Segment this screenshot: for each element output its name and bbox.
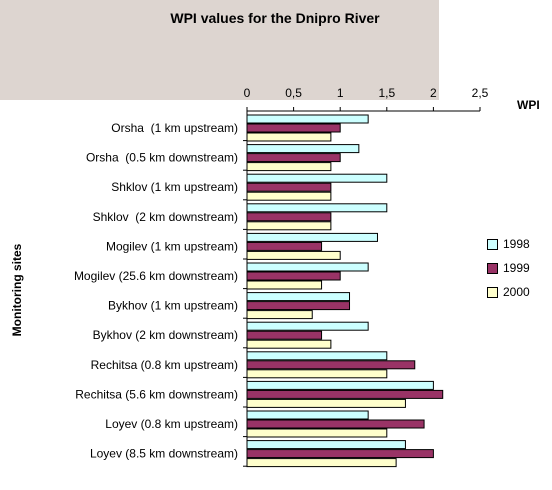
y-axis-title: Monitoring sites bbox=[10, 243, 24, 336]
bar-2000 bbox=[246, 310, 313, 320]
bar-1999 bbox=[246, 449, 434, 459]
legend-swatch-2000 bbox=[487, 286, 498, 298]
legend-swatch-1998 bbox=[487, 238, 498, 250]
legend-item-1998: 1998 bbox=[487, 232, 547, 256]
bar-2000 bbox=[246, 221, 332, 231]
legend-swatch-1999 bbox=[487, 262, 498, 274]
x-tick-label: 2,5 bbox=[472, 86, 489, 100]
bar-1998 bbox=[246, 232, 378, 242]
bar-1999 bbox=[246, 182, 332, 192]
bar-1998 bbox=[246, 262, 369, 272]
x-axis-title: WPI bbox=[517, 98, 540, 112]
bar-2000 bbox=[246, 398, 406, 408]
x-tick-label: 0,5 bbox=[285, 86, 302, 100]
category-label: Loyev (0.8 km upstream) bbox=[105, 417, 238, 431]
legend-label-1999: 1999 bbox=[503, 261, 530, 275]
bar-2000 bbox=[246, 280, 323, 290]
x-tick-label: 2 bbox=[430, 86, 437, 100]
bar-1999 bbox=[246, 271, 341, 281]
bars bbox=[246, 114, 444, 468]
bar-1999 bbox=[246, 389, 444, 399]
category-label: Rechitsa (0.8 km upstream) bbox=[91, 358, 238, 372]
bar-1998 bbox=[246, 173, 388, 183]
bar-1999 bbox=[246, 153, 341, 163]
bar-1998 bbox=[246, 292, 351, 302]
bar-1999 bbox=[246, 241, 323, 251]
legend-item-1999: 1999 bbox=[487, 256, 547, 280]
category-label: Bykhov (2 km downstream) bbox=[93, 328, 238, 342]
category-label: Shklov (2 km downstream) bbox=[93, 210, 238, 224]
bar-1998 bbox=[246, 351, 388, 361]
category-label: Orsha (0.5 km downstream) bbox=[86, 151, 238, 165]
bar-1999 bbox=[246, 360, 416, 370]
bar-2000 bbox=[246, 162, 332, 172]
chart-title: WPI values for the Dnipro River bbox=[170, 10, 380, 26]
bar-1999 bbox=[246, 330, 323, 340]
legend-item-2000: 2000 bbox=[487, 280, 547, 304]
bar-1999 bbox=[246, 123, 341, 133]
category-label: Orsha (1 km upstream) bbox=[111, 121, 238, 135]
legend-label-2000: 2000 bbox=[503, 285, 530, 299]
bar-1999 bbox=[246, 212, 332, 222]
bar-2000 bbox=[246, 458, 397, 468]
bar-2000 bbox=[246, 191, 332, 201]
x-tick-label: 1,5 bbox=[378, 86, 395, 100]
bar-1998 bbox=[246, 440, 406, 450]
bar-1998 bbox=[246, 410, 369, 420]
title-background bbox=[0, 0, 439, 100]
bar-1998 bbox=[246, 114, 369, 124]
bar-2000 bbox=[246, 369, 388, 379]
category-label: Mogilev (25.6 km downstream) bbox=[74, 269, 238, 283]
bar-1998 bbox=[246, 144, 360, 154]
category-label: Rechitsa (5.6 km downstream) bbox=[75, 387, 238, 401]
category-label: Bykhov (1 km upstream) bbox=[108, 299, 238, 313]
bar-2000 bbox=[246, 428, 388, 438]
x-tick-label: 1 bbox=[337, 86, 344, 100]
bar-1999 bbox=[246, 301, 351, 311]
legend: 1998 1999 2000 bbox=[487, 232, 547, 304]
bar-1998 bbox=[246, 203, 388, 213]
bar-2000 bbox=[246, 132, 332, 142]
category-labels: Orsha (1 km upstream) Orsha (0.5 km downs… bbox=[74, 121, 247, 467]
bar-2000 bbox=[246, 250, 341, 260]
category-label: Loyev (8.5 km downstream) bbox=[90, 447, 238, 461]
category-label: Shklov (1 km upstream) bbox=[111, 180, 238, 194]
bar-1998 bbox=[246, 321, 369, 331]
bar-1999 bbox=[246, 419, 425, 429]
category-label: Mogilev (1 km upstream) bbox=[106, 239, 238, 253]
bar-1998 bbox=[246, 380, 434, 390]
bar-2000 bbox=[246, 339, 332, 349]
legend-label-1998: 1998 bbox=[503, 237, 530, 251]
x-axis-ticks: 0 0,5 1 1,5 2 2,5 bbox=[244, 86, 489, 111]
x-tick-label: 0 bbox=[244, 86, 251, 100]
